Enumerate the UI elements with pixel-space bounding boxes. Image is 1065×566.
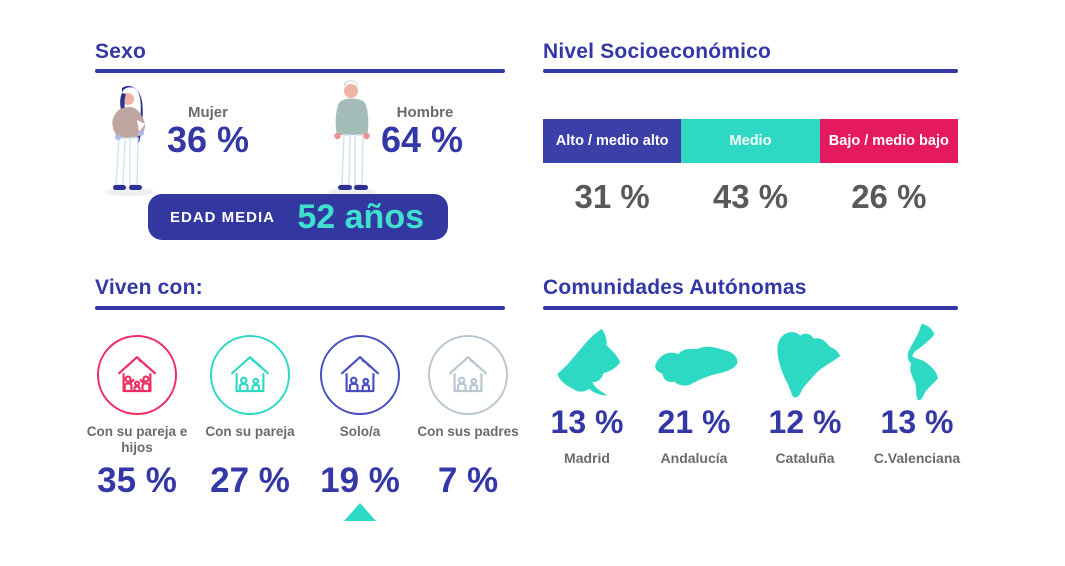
house-couple-icon xyxy=(449,356,487,393)
viven-con-underline xyxy=(95,306,505,310)
sexo-underline xyxy=(95,69,505,73)
cataluna-label: Cataluña xyxy=(775,450,835,466)
padres-circle xyxy=(428,335,508,415)
house-family-icon xyxy=(118,356,156,393)
madrid-map-icon xyxy=(557,328,621,396)
woman-illustration xyxy=(92,85,166,199)
viven-con-section-title: Viven con: xyxy=(95,276,203,299)
nse-bar: Alto / medio alto Medio Bajo / medio baj… xyxy=(543,119,958,163)
madrid-label: Madrid xyxy=(564,450,610,466)
nse-segment-bajo: Bajo / medio bajo xyxy=(819,119,958,163)
nivel-underline xyxy=(543,69,958,73)
comunidad-item-cataluna: 12 % Cataluña xyxy=(749,322,861,466)
padres-value: 7 % xyxy=(437,461,499,500)
nse-segment-alto: Alto / medio alto xyxy=(543,119,682,163)
comunidades-section-title: Comunidades Autónomas xyxy=(543,276,807,299)
viven-con-item-solo: Solo/a 19 % xyxy=(304,335,416,501)
cataluna-map-icon xyxy=(777,332,841,398)
triangle-up-icon xyxy=(344,503,376,521)
nse-value-bajo: 26 % xyxy=(851,178,927,215)
solo-value: 19 % xyxy=(320,461,400,500)
andalucia-map-icon xyxy=(655,346,738,386)
pareja-circle xyxy=(210,335,290,415)
nse-value-alto: 31 % xyxy=(574,178,650,215)
padres-label: Con sus padres xyxy=(417,424,519,439)
pareja-label: Con su pareja xyxy=(205,424,295,439)
solo-circle xyxy=(320,335,400,415)
andalucia-map xyxy=(638,322,750,402)
valenciana-value: 13 % xyxy=(880,404,954,440)
nse-values-row: 31 % 43 % 26 % xyxy=(543,178,958,216)
pareja-hijos-circle xyxy=(97,335,177,415)
edad-media-value: 52 años xyxy=(297,197,424,236)
madrid-map xyxy=(531,322,643,402)
cataluna-map xyxy=(749,322,861,402)
mujer-value: 36 % xyxy=(166,119,250,160)
madrid-value: 13 % xyxy=(550,404,624,440)
nse-value-medio: 43 % xyxy=(712,178,789,215)
edad-media-badge: EDAD MEDIA 52 años xyxy=(148,194,448,240)
house-couple-icon xyxy=(231,356,269,393)
mujer-label: Mujer xyxy=(187,104,228,121)
comunidad-item-madrid: 13 % Madrid xyxy=(531,322,643,466)
nse-segment-medio: Medio xyxy=(681,119,820,163)
sexo-section-title: Sexo xyxy=(95,40,146,63)
andalucia-label: Andalucía xyxy=(660,450,728,466)
viven-con-item-pareja: Con su pareja 27 % xyxy=(194,335,306,501)
comunidad-item-valenciana: 13 % C.Valenciana xyxy=(861,322,973,466)
viven-con-item-pareja-hijos: Con su pareja e hijos 35 % xyxy=(81,335,193,501)
valenciana-label: C.Valenciana xyxy=(873,450,961,466)
valenciana-map-icon xyxy=(907,323,938,401)
pareja-value: 27 % xyxy=(210,461,290,500)
edad-media-label: EDAD MEDIA xyxy=(170,208,276,226)
woman-icon xyxy=(106,85,154,196)
hombre-label: Hombre xyxy=(396,104,454,121)
comunidades-underline xyxy=(543,306,958,310)
pareja-hijos-value: 35 % xyxy=(97,461,177,500)
solo-label: Solo/a xyxy=(339,424,381,439)
cataluna-value: 12 % xyxy=(768,404,842,440)
andalucia-value: 21 % xyxy=(657,404,731,440)
nivel-section-title: Nivel Socioeconómico xyxy=(543,40,772,63)
pareja-hijos-label: Con su pareja e hijos xyxy=(86,424,188,455)
house-couple-icon xyxy=(341,356,379,393)
hombre-value: 64 % xyxy=(380,119,464,160)
viven-con-item-padres: Con sus padres 7 % xyxy=(412,335,524,501)
valenciana-map xyxy=(861,322,973,402)
comunidad-item-andalucia: 21 % Andalucía xyxy=(638,322,750,466)
